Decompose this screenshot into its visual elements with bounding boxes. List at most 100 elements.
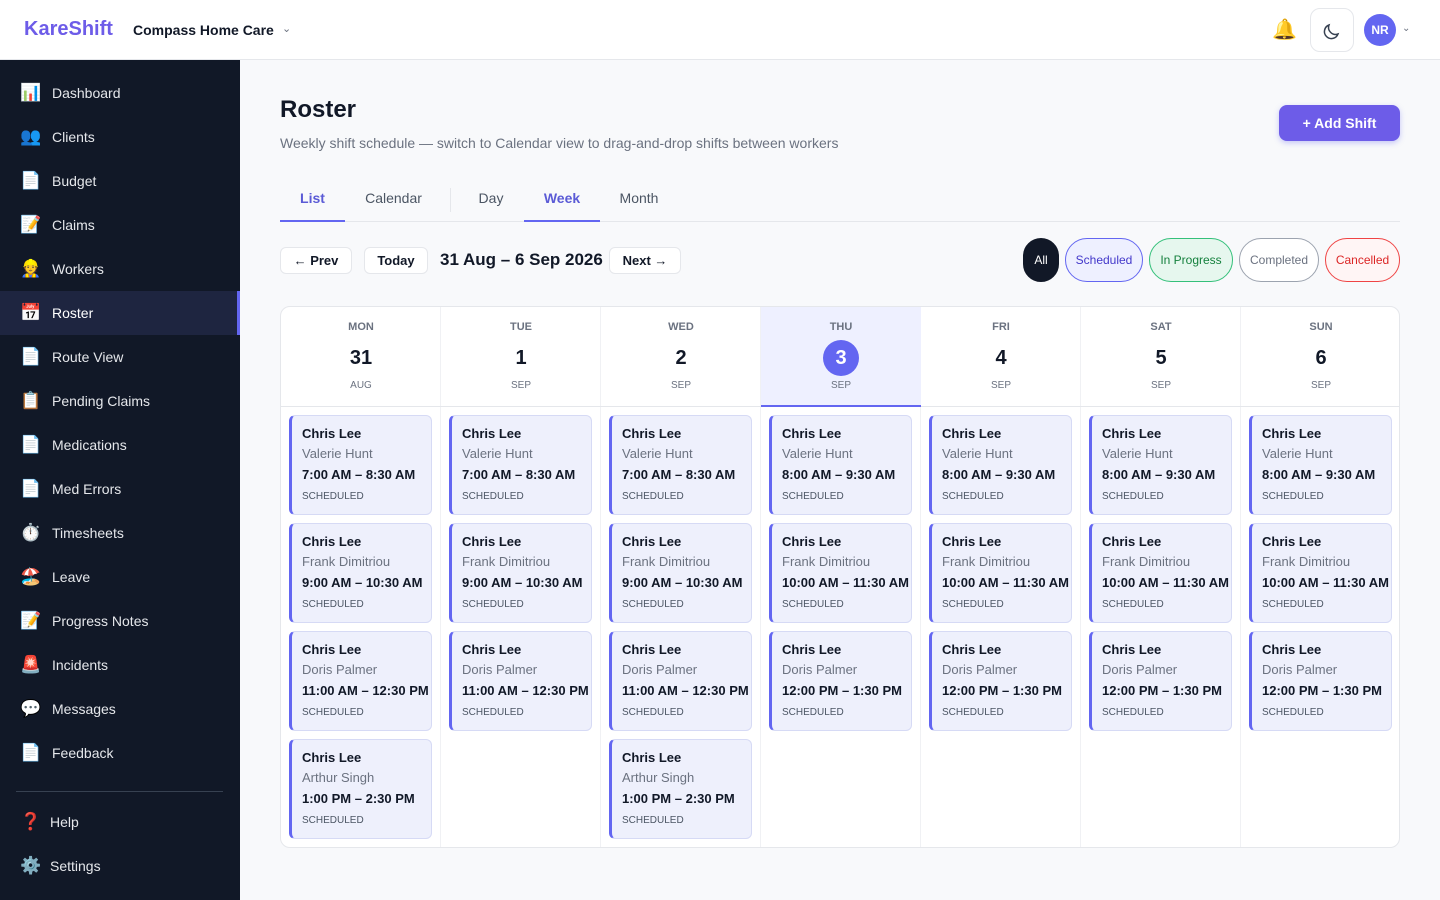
shift-card[interactable]: Chris Lee Frank Dimitriou 10:00 AM – 11:30… [1089, 523, 1232, 623]
shift-card[interactable]: Chris Lee Frank Dimitriou 9:00 AM – 10:30 … [449, 523, 592, 623]
nav-label: Help [50, 814, 79, 830]
range-tab[interactable]: Day [478, 190, 504, 206]
status-filter[interactable]: Scheduled [1065, 238, 1143, 282]
shift-status: SCHEDULED [782, 599, 844, 610]
shift-card[interactable]: Chris Lee Valerie Hunt 8:00 AM – 9:30 AM SC… [929, 415, 1072, 515]
shift-card[interactable]: Chris Lee Valerie Hunt 8:00 AM – 9:30 AM SC… [769, 415, 912, 515]
shift-worker: Chris Lee [1262, 534, 1322, 549]
shift-card[interactable]: Chris Lee Arthur Singh 1:00 PM – 2:30 PM SC… [609, 739, 752, 839]
day-header: WED 2 SEP [601, 307, 761, 407]
shift-status: SCHEDULED [622, 599, 684, 610]
shift-card[interactable]: Chris Lee Doris Palmer 12:00 PM – 1:30 PM S… [929, 631, 1072, 731]
status-filter[interactable]: In Progress [1149, 238, 1233, 282]
shift-worker: Chris Lee [1102, 426, 1162, 441]
nav-item[interactable]: 📄 Route View [0, 335, 240, 379]
add-shift-button[interactable]: + Add Shift [1279, 105, 1400, 141]
status-filter[interactable]: All [1023, 238, 1059, 282]
shift-time: 10:00 AM – 11:30 AM [1262, 575, 1389, 590]
shift-client: Valerie Hunt [942, 446, 1013, 461]
shift-card[interactable]: Chris Lee Frank Dimitriou 9:00 AM – 10:30 … [609, 523, 752, 623]
shift-client: Valerie Hunt [462, 446, 533, 461]
today-button[interactable]: Today [364, 247, 428, 274]
shift-time: 7:00 AM – 8:30 AM [462, 467, 576, 482]
day-header: SAT 5 SEP [1081, 307, 1241, 407]
day-column: MON 31 AUG Chris Lee Valerie Hunt 7:00 AM – 8… [281, 307, 441, 847]
prev-button[interactable]: ← Prev [280, 247, 352, 274]
shift-time: 8:00 AM – 9:30 AM [942, 467, 1056, 482]
shift-card[interactable]: Chris Lee Valerie Hunt 7:00 AM – 8:30 AM SC… [609, 415, 752, 515]
range-tab[interactable]: Week [524, 178, 600, 222]
nav-icon: 📋 [20, 391, 42, 410]
shift-card[interactable]: Chris Lee Frank Dimitriou 10:00 AM – 11:30… [929, 523, 1072, 623]
nav-item[interactable]: 🚨 Incidents [0, 643, 240, 687]
shift-card[interactable]: Chris Lee Frank Dimitriou 10:00 AM – 11:30… [769, 523, 912, 623]
shift-card[interactable]: Chris Lee Valerie Hunt 8:00 AM – 9:30 AM SC… [1249, 415, 1392, 515]
week-calendar: MON 31 AUG Chris Lee Valerie Hunt 7:00 AM – 8… [280, 306, 1400, 848]
nav-item[interactable]: 📅 Roster [0, 291, 240, 335]
day-month: SEP [1310, 380, 1331, 391]
day-of-week: WED [668, 321, 694, 333]
day-column: TUE 1 SEP Chris Lee Valerie Hunt 7:00 AM – 8:… [441, 307, 601, 847]
day-month: SEP [510, 380, 531, 391]
nav-item[interactable]: ⚙️ Settings [0, 844, 240, 888]
nav-item[interactable]: 📝 Claims [0, 203, 240, 247]
nav-item[interactable]: ⏱️ Timesheets [0, 511, 240, 555]
view-tab[interactable]: List [280, 178, 345, 222]
nav-item[interactable]: 📄 Medications [0, 423, 240, 467]
shift-card[interactable]: Chris Lee Doris Palmer 11:00 AM – 12:30 PM… [609, 631, 752, 731]
range-tab[interactable]: Month [619, 190, 659, 206]
shift-card[interactable]: Chris Lee Valerie Hunt 7:00 AM – 8:30 AM SC… [449, 415, 592, 515]
notifications[interactable]: 🔔 [1272, 19, 1297, 41]
nav-item[interactable]: 👷 Workers [0, 247, 240, 291]
shift-status: SCHEDULED [302, 599, 364, 610]
shift-client: Frank Dimitriou [1102, 554, 1191, 569]
shift-card[interactable]: Chris Lee Frank Dimitriou 10:00 AM – 11:30… [1249, 523, 1392, 623]
shift-card[interactable]: Chris Lee Arthur Singh 1:00 PM – 2:30 PM SC… [289, 739, 432, 839]
nav-item[interactable]: 📊 Dashboard [0, 71, 240, 115]
next-button[interactable]: Next → [609, 247, 681, 274]
date-range: 31 Aug – 6 Sep 2026 [440, 250, 603, 269]
nav-item[interactable]: 📄 Med Errors [0, 467, 240, 511]
shift-time: 10:00 AM – 11:30 AM [1102, 575, 1229, 590]
shift-worker: Chris Lee [462, 534, 522, 549]
shift-worker: Chris Lee [1102, 534, 1162, 549]
nav-icon: 📄 [20, 479, 42, 498]
shift-client: Valerie Hunt [782, 446, 853, 461]
shift-status: SCHEDULED [1262, 707, 1324, 718]
shift-client: Doris Palmer [622, 662, 698, 677]
theme-toggle[interactable] [1310, 8, 1354, 52]
nav-item[interactable]: 📝 Progress Notes [0, 599, 240, 643]
brand[interactable]: KareShift [24, 18, 113, 40]
shift-card[interactable]: Chris Lee Valerie Hunt 7:00 AM – 8:30 AM SC… [289, 415, 432, 515]
day-column: FRI 4 SEP Chris Lee Valerie Hunt 8:00 AM – 9:… [921, 307, 1081, 847]
day-column: THU 3 SEP Chris Lee Valerie Hunt 8:00 AM – 9:… [761, 307, 921, 847]
shift-time: 12:00 PM – 1:30 PM [782, 683, 902, 698]
avatar[interactable]: NR [1364, 14, 1396, 46]
shift-time: 1:00 PM – 2:30 PM [622, 791, 735, 806]
nav-item[interactable]: 📄 Feedback [0, 731, 240, 775]
nav-item[interactable]: 📋 Pending Claims [0, 379, 240, 423]
shift-card[interactable]: Chris Lee Doris Palmer 12:00 PM – 1:30 PM S… [1089, 631, 1232, 731]
day-of-week: THU [829, 321, 853, 333]
nav-item[interactable]: 👥 Clients [0, 115, 240, 159]
shift-time: 12:00 PM – 1:30 PM [942, 683, 1062, 698]
nav-item[interactable]: ❓ Help [0, 800, 240, 844]
day-date: 6 [1315, 347, 1327, 369]
shift-card[interactable]: Chris Lee Doris Palmer 11:00 AM – 12:30 PM… [289, 631, 432, 731]
status-filter[interactable]: Cancelled [1325, 238, 1400, 282]
shift-time: 9:00 AM – 10:30 AM [462, 575, 583, 590]
shift-card[interactable]: Chris Lee Valerie Hunt 8:00 AM – 9:30 AM SC… [1089, 415, 1232, 515]
shift-card[interactable]: Chris Lee Doris Palmer 12:00 PM – 1:30 PM S… [1249, 631, 1392, 731]
shift-card[interactable]: Chris Lee Frank Dimitriou 9:00 AM – 10:30 … [289, 523, 432, 623]
nav-item[interactable]: 🏖️ Leave [0, 555, 240, 599]
shift-client: Doris Palmer [1102, 662, 1178, 677]
shift-card[interactable]: Chris Lee Doris Palmer 12:00 PM – 1:30 PM S… [769, 631, 912, 731]
shift-card[interactable]: Chris Lee Doris Palmer 11:00 AM – 12:30 PM… [449, 631, 592, 731]
shift-time: 9:00 AM – 10:30 AM [622, 575, 743, 590]
status-filter[interactable]: Completed [1239, 238, 1319, 282]
nav-item[interactable]: 💬 Messages [0, 687, 240, 731]
shift-status: SCHEDULED [462, 707, 524, 718]
view-tab[interactable]: Calendar [365, 190, 422, 206]
nav-item[interactable]: 📄 Budget [0, 159, 240, 203]
org-switcher[interactable]: Compass Home Care [133, 22, 274, 38]
